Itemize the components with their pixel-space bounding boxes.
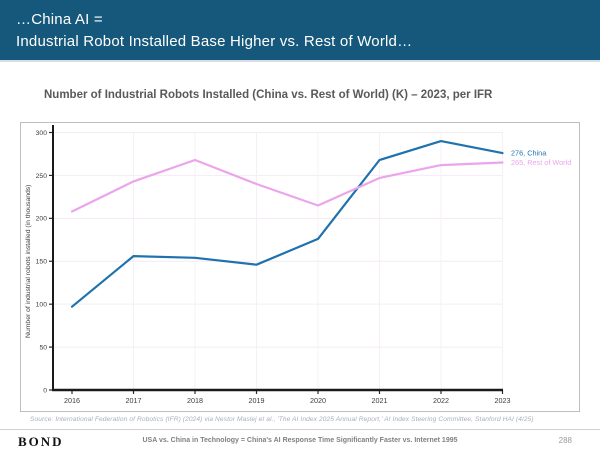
x-tick-label: 2023	[495, 396, 511, 405]
series-line-china	[70, 140, 504, 308]
y-tick-label: 200	[36, 216, 48, 223]
bond-logo: BOND	[18, 434, 64, 449]
x-tick-label: 2017	[126, 396, 142, 405]
x-tick-label: 2018	[187, 396, 203, 405]
x-tick-label: 2016	[64, 396, 80, 405]
y-axis-title: Number of industrial robots installed (i…	[25, 185, 32, 338]
header-title-line2: Industrial Robot Installed Base Higher v…	[16, 33, 413, 50]
header-title-line1: …China AI =	[16, 11, 103, 28]
source-citation: Source: International Federation of Robo…	[30, 416, 534, 423]
series-line-rest-of-world	[70, 158, 504, 213]
series-end-label-china: 276, China	[511, 149, 547, 158]
x-tick-label: 2019	[249, 396, 265, 405]
chart-title: Number of Industrial Robots Installed (C…	[44, 89, 493, 101]
y-tick-label: 250	[36, 173, 48, 180]
x-tick-label: 2020	[310, 396, 326, 405]
slide-footer: BOND USA vs. China in Technology = China…	[0, 429, 600, 450]
footer-tagline: USA vs. China in Technology = China's AI…	[142, 437, 458, 444]
y-tick-label: 50	[39, 344, 47, 351]
chart-container: 0 50 100 150 200 250 300 2016 2017 2018 2019 2020 20…	[20, 122, 580, 412]
page-number: 288	[558, 436, 572, 445]
line-chart: 0 50 100 150 200 250 300 2016 2017 2018 2019 2020 20…	[25, 125, 571, 405]
x-tick-label: 2022	[433, 396, 449, 405]
x-tick-label: 2021	[372, 396, 388, 405]
y-tick-label: 0	[43, 387, 47, 394]
y-tick-label: 150	[36, 259, 48, 266]
y-tick-label: 100	[36, 302, 48, 309]
slide-header: …China AI = Industrial Robot Installed B…	[0, 0, 600, 62]
y-tick-label: 300	[36, 130, 48, 137]
series-end-label-rest-of-world: 265, Rest of World	[511, 158, 571, 167]
